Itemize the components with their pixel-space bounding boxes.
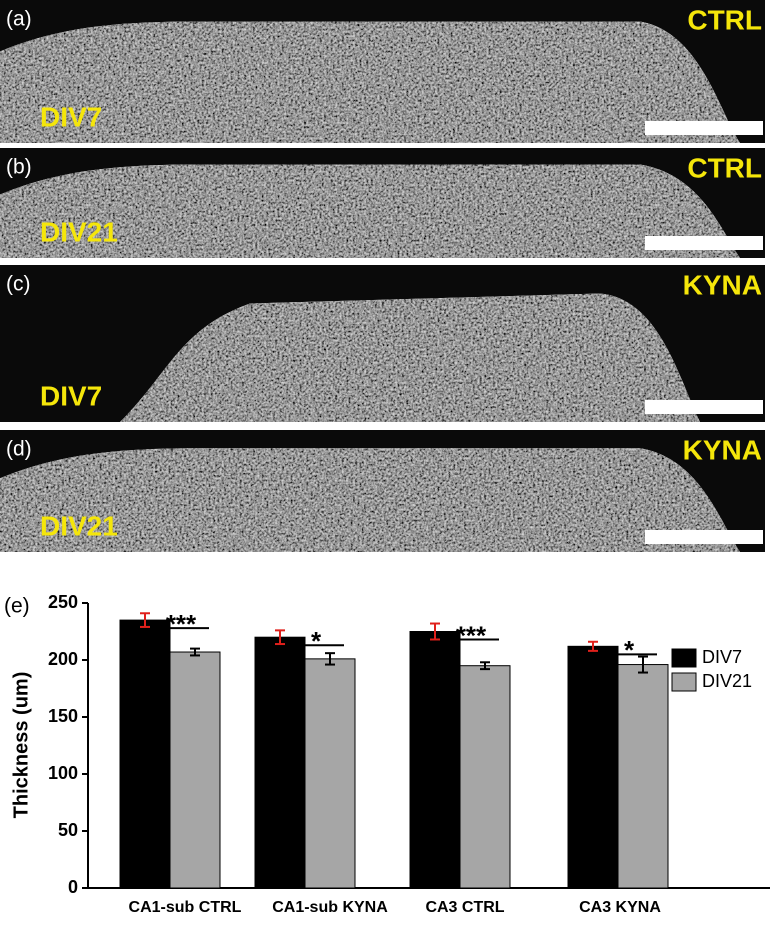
bar <box>617 664 669 889</box>
treatment-label: KYNA <box>683 434 762 465</box>
panel-label: (c) <box>6 273 31 296</box>
x-tick-label: CA3 CTRL <box>425 899 504 916</box>
bar <box>254 636 306 889</box>
tissue-section <box>0 448 740 552</box>
x-tick-label: CA1-sub CTRL <box>129 899 242 916</box>
panel-label: (e) <box>4 595 30 618</box>
significance-stars: *** <box>456 620 487 650</box>
error-bar <box>275 629 285 646</box>
y-tick-label: 200 <box>48 649 78 669</box>
scale-bar <box>645 400 763 414</box>
significance-stars: * <box>311 626 322 656</box>
error-bar <box>480 661 490 671</box>
significance-stars: * <box>624 635 635 665</box>
legend-swatch <box>671 672 697 692</box>
y-axis-label: Thickness (um) <box>10 672 32 819</box>
bar <box>119 619 171 889</box>
x-tick-label: CA1-sub KYNA <box>272 899 388 916</box>
error-bar <box>325 652 335 666</box>
panel-label: (b) <box>6 156 32 179</box>
tissue-section <box>0 293 700 422</box>
bar <box>409 631 461 889</box>
significance-stars: *** <box>166 609 197 639</box>
scale-bar <box>645 236 763 250</box>
tissue-section <box>0 21 740 144</box>
legend-swatch <box>671 648 697 668</box>
error-bar <box>140 612 150 628</box>
x-tick-label: CA3 KYNA <box>579 899 661 916</box>
y-tick-label: 50 <box>58 820 78 840</box>
panel-label: (a) <box>6 8 32 31</box>
y-tick-label: 250 <box>48 592 78 612</box>
treatment-label: KYNA <box>683 269 762 300</box>
scale-bar <box>645 530 763 544</box>
panel-label: (d) <box>6 438 32 461</box>
error-bar <box>638 655 648 674</box>
y-tick-label: 150 <box>48 706 78 726</box>
scale-bar <box>645 121 763 135</box>
error-bar <box>430 622 440 641</box>
treatment-label: CTRL <box>687 152 762 183</box>
bar <box>169 651 221 889</box>
day-label: DIV7 <box>40 380 102 411</box>
treatment-label: CTRL <box>687 4 762 35</box>
bar <box>304 658 356 889</box>
day-label: DIV7 <box>40 101 102 132</box>
legend-label: DIV7 <box>702 647 742 667</box>
y-tick-label: 100 <box>48 763 78 783</box>
bar <box>567 645 619 889</box>
error-bar <box>588 640 598 652</box>
error-bar <box>190 647 200 657</box>
y-tick-label: 0 <box>68 877 78 897</box>
bar <box>459 665 511 889</box>
day-label: DIV21 <box>40 216 118 247</box>
day-label: DIV21 <box>40 510 118 541</box>
legend-label: DIV21 <box>702 671 752 691</box>
tissue-section <box>0 164 740 258</box>
